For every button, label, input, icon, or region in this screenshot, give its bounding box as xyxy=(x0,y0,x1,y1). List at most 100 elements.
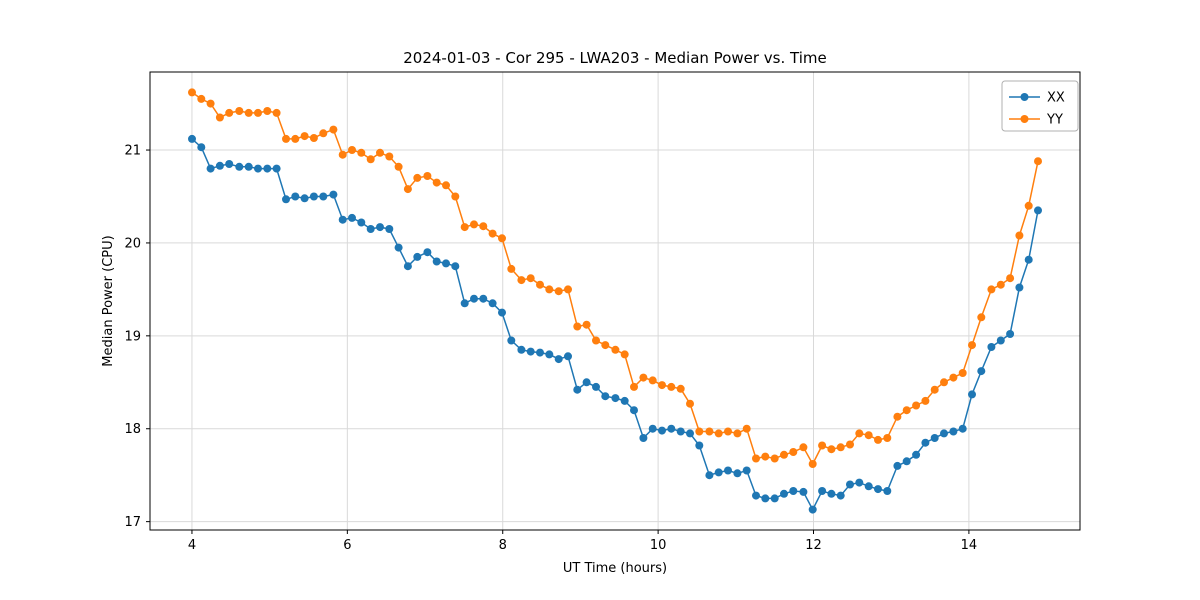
legend-marker xyxy=(1020,115,1029,123)
data-point-xx xyxy=(394,243,403,252)
data-point-xx xyxy=(403,262,412,271)
series-line-yy xyxy=(191,91,1039,466)
data-point-yy xyxy=(1024,201,1033,210)
data-point-xx xyxy=(263,164,272,173)
data-point-xx xyxy=(611,394,620,403)
data-point-xx xyxy=(451,262,460,271)
data-point-yy xyxy=(564,285,572,294)
y-tick-label: 18 xyxy=(124,422,141,437)
data-point-xx xyxy=(789,487,798,495)
data-point-yy xyxy=(592,336,600,345)
data-point-yy xyxy=(403,185,412,194)
data-point-xx xyxy=(582,378,591,387)
data-point-xx xyxy=(385,225,394,233)
data-point-yy xyxy=(235,107,244,115)
data-point-xx xyxy=(536,348,544,357)
data-point-yy xyxy=(272,108,281,117)
data-point-yy xyxy=(573,322,582,331)
data-point-xx xyxy=(507,336,516,345)
data-point-xx xyxy=(1006,330,1015,338)
data-point-yy xyxy=(921,396,930,405)
legend-marker xyxy=(1020,93,1029,101)
data-point-yy xyxy=(263,107,272,115)
data-point-yy xyxy=(874,435,882,444)
data-point-xx xyxy=(874,485,882,494)
data-point-yy xyxy=(818,441,827,450)
legend-box xyxy=(1001,80,1079,132)
data-point-xx xyxy=(1024,255,1033,264)
data-point-yy xyxy=(799,443,808,452)
data-point-yy xyxy=(658,381,666,390)
data-point-xx xyxy=(836,491,845,500)
data-point-xx xyxy=(488,299,497,308)
data-point-xx xyxy=(498,308,506,317)
chart-title: 2024-01-03 - Cor 295 - LWA203 - Median P… xyxy=(403,49,827,67)
data-point-xx xyxy=(272,164,281,173)
data-point-xx xyxy=(639,434,648,442)
data-point-xx xyxy=(592,382,600,391)
data-point-yy xyxy=(432,178,441,187)
data-point-xx xyxy=(470,294,478,303)
data-point-yy xyxy=(357,148,366,157)
data-point-yy xyxy=(1015,231,1024,240)
data-point-xx xyxy=(413,252,422,261)
data-point-xx xyxy=(949,427,958,436)
data-point-xx xyxy=(517,345,526,354)
data-point-xx xyxy=(864,482,873,491)
data-point-xx xyxy=(338,215,347,224)
x-tick-label: 10 xyxy=(650,538,667,553)
data-point-yy xyxy=(451,192,460,201)
data-point-xx xyxy=(996,336,1005,345)
data-point-yy xyxy=(639,373,648,382)
data-point-xx xyxy=(329,190,338,199)
data-point-yy xyxy=(733,429,742,438)
data-point-xx xyxy=(244,162,253,171)
data-point-yy xyxy=(930,385,939,394)
data-point-yy xyxy=(864,431,873,440)
data-point-yy xyxy=(394,162,403,171)
data-point-xx xyxy=(742,466,751,475)
data-point-xx xyxy=(300,194,309,203)
x-tick-label: 4 xyxy=(188,538,196,553)
data-point-xx xyxy=(686,429,694,438)
data-point-yy xyxy=(977,313,986,322)
data-point-xx xyxy=(846,480,854,489)
data-point-yy xyxy=(648,376,657,385)
data-point-xx xyxy=(714,468,723,477)
data-point-xx xyxy=(215,161,224,170)
data-point-xx xyxy=(366,225,375,233)
data-point-xx xyxy=(254,164,262,173)
data-point-xx xyxy=(676,427,685,436)
data-point-yy xyxy=(724,427,732,436)
data-point-xx xyxy=(291,192,300,201)
data-point-yy xyxy=(282,134,290,143)
data-point-yy xyxy=(470,220,478,229)
data-point-xx xyxy=(630,406,638,415)
data-point-yy xyxy=(206,99,215,108)
data-point-yy xyxy=(686,399,694,408)
data-point-yy xyxy=(225,108,234,117)
data-point-yy xyxy=(479,222,488,231)
data-point-xx xyxy=(930,434,939,442)
data-point-yy xyxy=(507,264,516,273)
data-point-xx xyxy=(770,494,779,503)
data-point-xx xyxy=(197,143,206,152)
data-point-yy xyxy=(968,341,976,350)
data-point-yy xyxy=(667,382,676,391)
data-point-xx xyxy=(376,223,384,232)
data-point-yy xyxy=(770,454,779,463)
data-point-xx xyxy=(188,134,196,143)
data-point-yy xyxy=(808,460,817,468)
data-point-yy xyxy=(300,132,309,141)
x-tick-label: 14 xyxy=(961,538,978,553)
data-point-yy xyxy=(498,234,506,243)
data-point-yy xyxy=(1034,157,1042,166)
data-point-yy xyxy=(958,369,967,377)
data-point-yy xyxy=(912,401,921,410)
y-tick-label: 21 xyxy=(124,144,141,159)
data-point-xx xyxy=(733,469,742,478)
data-point-yy xyxy=(460,223,469,232)
data-point-xx xyxy=(799,487,808,496)
data-point-yy xyxy=(291,134,300,143)
